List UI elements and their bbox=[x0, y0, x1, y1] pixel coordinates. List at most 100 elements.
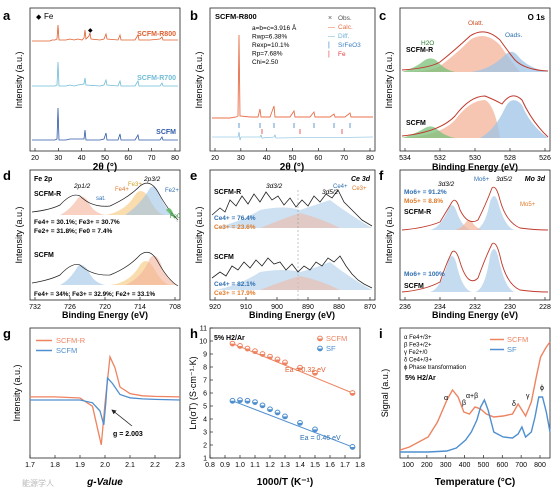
panel-h-y-tick-label: 6 bbox=[203, 391, 207, 398]
panel-i-atmosphere: 5% H2/Ar bbox=[405, 375, 436, 382]
panel-a-letter: a bbox=[3, 8, 11, 23]
panel-g-x-tick-label: 1.9 bbox=[75, 462, 85, 469]
panel-e-comp-r-2: Ce3+ = 23.6% bbox=[214, 224, 256, 231]
panel-h-point-fill bbox=[245, 348, 250, 351]
panel-i: i Signal (a.u.) Temperature (°C) 100 200 3… bbox=[379, 326, 551, 488]
panel-c-h2o-s bbox=[402, 126, 455, 138]
panel-a-x-tick-label: 50 bbox=[101, 155, 109, 162]
panel-g-x-tick-label: 2.3 bbox=[175, 462, 185, 469]
panel-h-x-tick-label: 0.8 bbox=[205, 462, 215, 469]
panel-b-bragg-ticks bbox=[238, 123, 351, 134]
panel-f-mo6-s-a bbox=[430, 256, 472, 292]
panel-d-x-tick-label: 720 bbox=[99, 304, 111, 311]
panel-b-diff bbox=[212, 131, 374, 141]
panel-g-legend-label: SCFM bbox=[56, 346, 77, 355]
panel-b-fit-line: Chi=2.50 bbox=[252, 59, 279, 66]
panel-a-series-r700: SCFM-R700 bbox=[137, 75, 176, 82]
panel-e-sample-r: SCFM-R bbox=[214, 189, 241, 196]
panel-a: a Intensity (a.u.) 2θ (°) 20 30 40 50 60 70 80… bbox=[3, 7, 181, 173]
panel-h-y-tick-label: 1 bbox=[203, 456, 207, 463]
panel-c-x-tick-label: 532 bbox=[434, 155, 446, 162]
panel-i-ylabel: Signal (a.u.) bbox=[380, 369, 390, 418]
panel-i-key-line: δ Ce4+/3+ bbox=[404, 358, 433, 364]
panel-b-x-tick-label: 20 bbox=[211, 155, 219, 162]
panel-c-sample-r: SCFM-R bbox=[406, 47, 433, 54]
panel-c-envelope-r bbox=[401, 31, 549, 72]
panel-f-x-tick-label: 230 bbox=[504, 304, 516, 311]
panel-h-point-fill bbox=[297, 422, 303, 426]
panel-c-xlabel: Binding Energy (eV) bbox=[432, 162, 518, 172]
panel-d-letter: d bbox=[3, 168, 11, 183]
panel-h-y-tick-label: 10 bbox=[199, 339, 207, 346]
panel-c-sample-s: SCFM bbox=[406, 120, 426, 127]
panel-h-x-tick-label: 1.7 bbox=[340, 462, 350, 469]
panel-f-letter: f bbox=[379, 168, 384, 183]
panel-i-peak-beta: β bbox=[462, 400, 466, 407]
panel-a-trace-scfm bbox=[32, 107, 178, 141]
panel-h-point-fill bbox=[260, 405, 265, 408]
panel-c-oads-r bbox=[470, 51, 548, 72]
panel-h-legend-label: SCFM bbox=[326, 334, 347, 343]
panel-h-x-tick-label: 1.6 bbox=[325, 462, 335, 469]
panel-b-x-tick-label: 30 bbox=[237, 155, 245, 162]
panel-e-trace-s bbox=[211, 255, 373, 289]
panel-a-trace-r800 bbox=[32, 24, 178, 42]
panel-h-yticks: 1 2 3 4 5 6 7 8 9 10 11 bbox=[199, 326, 213, 463]
panel-i-legend-label: SCFM bbox=[507, 335, 528, 344]
panel-h-x-tick-label: 1.4 bbox=[295, 462, 305, 469]
panel-a-trace-r700 bbox=[32, 61, 178, 87]
panel-d-fe2: Fe2+ bbox=[165, 188, 179, 194]
panel-e-ce4-r bbox=[215, 200, 372, 228]
panel-d-fe4: Fe4+ bbox=[115, 187, 129, 193]
panel-h-legend-fill bbox=[317, 348, 323, 351]
panel-e-ce3-s bbox=[260, 276, 340, 290]
panel-d-sat: sat. bbox=[96, 196, 106, 202]
panel-b-ylabel: Intensity (a.u.) bbox=[194, 51, 204, 108]
panel-e-trace-r bbox=[211, 189, 373, 227]
panel-i-peak-delta: δ bbox=[512, 401, 516, 408]
panel-a-x-tick-label: 60 bbox=[124, 155, 132, 162]
panel-h-xticks: 0.8 0.9 1.0 1.1 1.2 1.3 1.4 1.5 1.6 1.7 1.8 bbox=[205, 455, 365, 469]
panel-h-point-fill bbox=[297, 367, 303, 371]
panel-f-comp-r-1: Mo6+ = 91.2% bbox=[404, 189, 447, 196]
panel-d-trace-r bbox=[31, 182, 179, 221]
panel-f-x-tick-label: 236 bbox=[399, 304, 411, 311]
panel-g-ylabel: Intensity (a.u.) bbox=[12, 364, 22, 421]
panel-i-key-line: α Fe4+/3+ bbox=[404, 335, 432, 341]
panel-f-mo6-r-b bbox=[475, 196, 515, 230]
panel-g-annotation: g = 2.003 bbox=[113, 431, 143, 438]
panel-a-legend-marker: ◆ bbox=[36, 14, 42, 21]
panel-b-fit-line: Rexp=10.1% bbox=[252, 42, 290, 49]
panel-e-comp-r-1: Ce4+ = 76.4% bbox=[214, 215, 256, 222]
panel-c: c Intensity (a.u.) Binding Energy (eV) 5… bbox=[379, 7, 551, 172]
panel-b-legend-symbol: × bbox=[328, 15, 332, 22]
panel-h-legend-label: SF bbox=[326, 344, 336, 353]
panel-e-letter: e bbox=[190, 168, 197, 183]
panel-h-letter: h bbox=[190, 326, 198, 341]
panel-b-legend-symbol: | bbox=[328, 51, 330, 58]
panel-f-sample-s: SCFM bbox=[404, 283, 424, 290]
panel-i-legend-label: SF bbox=[507, 345, 517, 354]
panel-h-x-tick-label: 1.1 bbox=[250, 462, 260, 469]
panel-e-3d32: 3d3/2 bbox=[266, 183, 283, 190]
panel-f-x-tick-label: 234 bbox=[434, 304, 446, 311]
panel-f: f Intensity (a.u.) Binding Energy (eV) 2… bbox=[379, 168, 551, 320]
panel-e-x-tick-label: 900 bbox=[271, 304, 283, 311]
panel-h: h Ln(σT) (S·cm⁻¹·K) 1000/T (K⁻¹) 0.8 0.9 1… bbox=[188, 326, 365, 489]
panel-h-y-tick-label: 5 bbox=[203, 404, 207, 411]
panel-d-fe0: Fe0 bbox=[170, 214, 181, 220]
panel-f-comp-r-2: Mo5+ = 8.8% bbox=[404, 198, 443, 205]
panel-i-peak-phi: ϕ bbox=[540, 385, 544, 392]
panel-f-mo6-s-b bbox=[475, 249, 515, 292]
panel-h-fit-sf bbox=[232, 400, 353, 448]
panel-i-x-tick-label: 400 bbox=[459, 462, 471, 469]
panel-b-legend-label: SrFeO3 bbox=[338, 42, 361, 49]
panel-h-plot bbox=[229, 340, 356, 450]
panel-h-legend-fill bbox=[317, 338, 323, 341]
panel-b-fit-line: Rp=7.68% bbox=[252, 51, 283, 58]
panel-d-sample-r: SCFM-R bbox=[34, 191, 61, 198]
panel-i-line-sf bbox=[400, 396, 551, 453]
panel-g: g Intensity (a.u.) g-Value 1.7 1.8 1.9 2.0 2… bbox=[3, 326, 185, 488]
panel-d: d Intensity (a.u.) Binding Energy (eV) 7… bbox=[3, 168, 181, 320]
